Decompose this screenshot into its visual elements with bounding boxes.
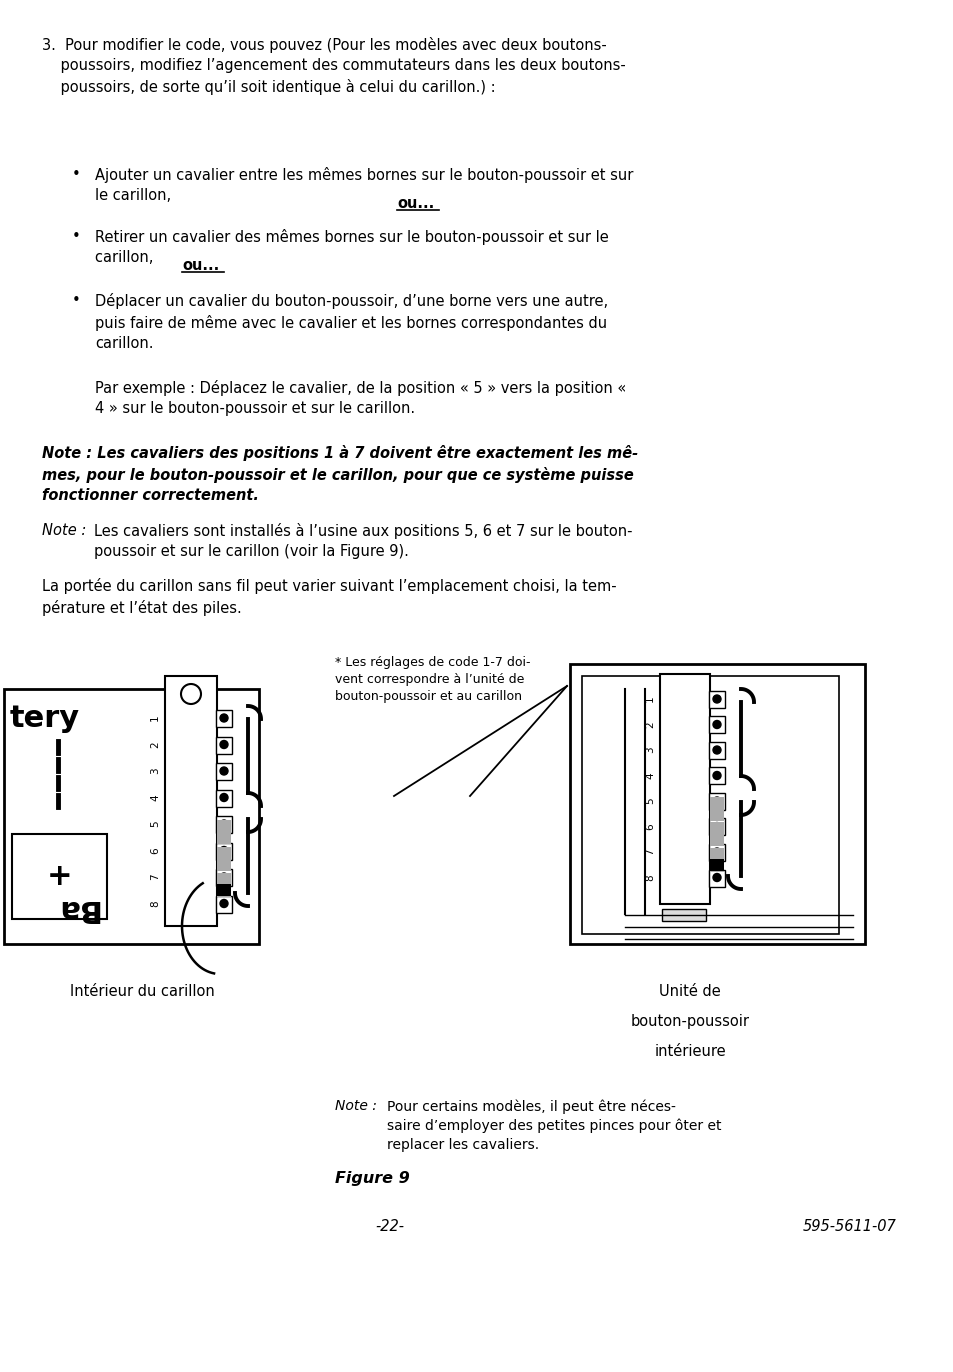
Text: 3.  Pour modifier le code, vous pouvez (Pour les modèles avec deux boutons-
    : 3. Pour modifier le code, vous pouvez (P…: [42, 37, 625, 95]
Text: 7: 7: [150, 874, 160, 881]
Text: 5: 5: [644, 797, 655, 804]
Circle shape: [712, 696, 720, 702]
Text: Note : Les cavaliers des positions 1 à 7 doivent être exactement les mê-
mes, po: Note : Les cavaliers des positions 1 à 7…: [42, 445, 638, 504]
Text: 3: 3: [644, 746, 655, 753]
Text: Les cavaliers sont installés à l’usine aux positions 5, 6 et 7 sur le bouton-
po: Les cavaliers sont installés à l’usine a…: [94, 523, 632, 560]
Circle shape: [220, 900, 228, 907]
Bar: [581, 676, 838, 934]
Bar: [215, 896, 232, 912]
Circle shape: [712, 822, 720, 830]
Text: 3: 3: [150, 768, 160, 774]
Circle shape: [220, 767, 228, 775]
Bar: [215, 763, 232, 781]
Bar: [215, 816, 232, 833]
Bar: [709, 797, 723, 820]
Text: * Les réglages de code 1-7 doi-
vent correspondre à l’unité de
bouton-poussoir e: * Les réglages de code 1-7 doi- vent cor…: [335, 656, 530, 702]
Bar: [708, 691, 724, 708]
Bar: [165, 676, 216, 926]
Circle shape: [220, 873, 228, 881]
Bar: [708, 870, 724, 886]
Text: Note :: Note :: [335, 1099, 376, 1113]
Text: -22-: -22-: [375, 1218, 404, 1233]
Bar: [216, 820, 231, 844]
Circle shape: [712, 746, 720, 755]
Circle shape: [220, 793, 228, 801]
Bar: [215, 842, 232, 859]
Text: 7: 7: [644, 849, 655, 855]
Text: 1: 1: [644, 696, 655, 702]
Text: bouton-poussoir: bouton-poussoir: [630, 1014, 749, 1029]
Text: Intérieur du carillon: Intérieur du carillon: [70, 984, 214, 999]
Bar: [12, 834, 107, 919]
Bar: [569, 664, 864, 944]
Text: 6: 6: [150, 847, 160, 853]
Text: La portée du carillon sans fil peut varier suivant l’emplacement choisi, la tem-: La portée du carillon sans fil peut vari…: [42, 578, 616, 616]
Bar: [215, 868, 232, 886]
Bar: [661, 910, 705, 921]
Text: 2: 2: [150, 741, 160, 748]
Bar: [709, 822, 723, 847]
Text: Par exemple : Déplacez le cavalier, de la position « 5 » vers la position «
4 » : Par exemple : Déplacez le cavalier, de l…: [95, 380, 625, 416]
Text: Pour certains modèles, il peut être néces-
saire d’employer des petites pinces p: Pour certains modèles, il peut être néce…: [387, 1099, 720, 1152]
Circle shape: [712, 720, 720, 729]
Text: intérieure: intérieure: [654, 1044, 725, 1059]
Text: Unité de: Unité de: [659, 984, 720, 999]
Circle shape: [712, 848, 720, 856]
Text: +: +: [47, 862, 72, 890]
Circle shape: [220, 741, 228, 749]
Bar: [215, 789, 232, 807]
Circle shape: [220, 713, 228, 722]
Bar: [708, 793, 724, 809]
Text: •: •: [71, 229, 81, 244]
Text: Déplacer un cavalier du bouton-poussoir, d’une borne vers une autre,
puis faire : Déplacer un cavalier du bouton-poussoir,…: [95, 294, 607, 351]
Text: 595-5611-07: 595-5611-07: [802, 1218, 896, 1233]
Text: 1: 1: [150, 715, 160, 722]
Bar: [216, 884, 231, 896]
Bar: [216, 873, 231, 897]
Bar: [215, 737, 232, 753]
Bar: [216, 847, 231, 870]
Text: tery: tery: [10, 704, 80, 733]
Text: •: •: [71, 294, 81, 307]
Bar: [708, 819, 724, 836]
Circle shape: [712, 771, 720, 779]
Text: 4: 4: [150, 794, 160, 801]
Text: 5: 5: [150, 820, 160, 827]
Circle shape: [712, 797, 720, 805]
Text: ou...: ou...: [182, 258, 219, 273]
Text: Retirer un cavalier des mêmes bornes sur le bouton-poussoir et sur le
carillon,: Retirer un cavalier des mêmes bornes sur…: [95, 229, 608, 265]
Bar: [4, 689, 258, 944]
Text: 6: 6: [644, 823, 655, 830]
Bar: [709, 859, 723, 871]
Text: 4: 4: [644, 772, 655, 779]
Text: 8: 8: [644, 874, 655, 881]
Bar: [708, 742, 724, 759]
Bar: [659, 674, 709, 904]
Circle shape: [220, 847, 228, 855]
Text: Figure 9: Figure 9: [335, 1170, 410, 1185]
Text: Ba: Ba: [55, 895, 98, 923]
Bar: [708, 716, 724, 734]
Text: 8: 8: [150, 900, 160, 907]
Bar: [709, 848, 723, 873]
Text: •: •: [71, 167, 81, 182]
Bar: [215, 709, 232, 727]
Circle shape: [712, 874, 720, 881]
Text: Note :: Note :: [42, 523, 86, 538]
Text: Ajouter un cavalier entre les mêmes bornes sur le bouton-poussoir et sur
le cari: Ajouter un cavalier entre les mêmes born…: [95, 167, 633, 203]
Text: ou...: ou...: [396, 195, 434, 210]
Circle shape: [220, 820, 228, 827]
Bar: [708, 844, 724, 862]
Bar: [708, 767, 724, 785]
Text: 2: 2: [644, 722, 655, 727]
